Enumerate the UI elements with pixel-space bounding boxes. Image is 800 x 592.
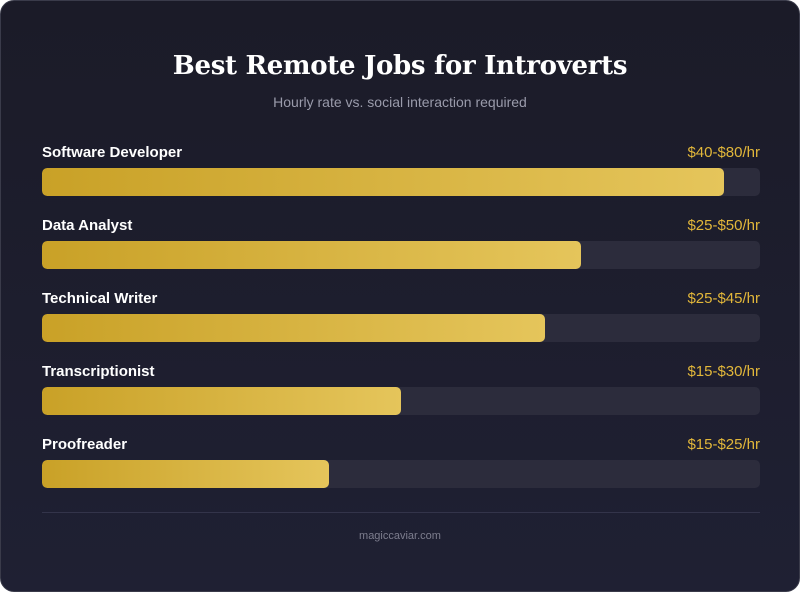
- bar-fill: [42, 241, 581, 269]
- bar-label: Technical Writer: [42, 290, 158, 307]
- bar-fill: [42, 314, 545, 342]
- bar-track: [42, 460, 760, 488]
- bar-row: Data Analyst $25-$50/hr: [42, 216, 760, 289]
- bar-value-label: $15-$25/hr: [687, 436, 760, 453]
- bar-track: [42, 241, 760, 269]
- bar-label: Data Analyst: [42, 217, 133, 234]
- bar-row: Software Developer $40-$80/hr: [42, 143, 760, 216]
- bar-value-label: $15-$30/hr: [687, 363, 760, 380]
- bar-fill: [42, 387, 401, 415]
- bar-list: Software Developer $40-$80/hr Data Analyst…: [42, 143, 760, 508]
- bar-track: [42, 168, 760, 196]
- bar-fill: [42, 168, 724, 196]
- bar-label: Proofreader: [42, 436, 128, 453]
- bar-track: [42, 387, 760, 415]
- bar-value-label: $25-$45/hr: [687, 290, 760, 307]
- chart-title: Best Remote Jobs for Introverts: [172, 51, 628, 81]
- footer-divider: [42, 512, 760, 513]
- chart-subtitle: Hourly rate vs. social interaction requi…: [273, 94, 527, 110]
- bar-label: Transcriptionist: [42, 363, 155, 380]
- bar-value-label: $40-$80/hr: [687, 144, 760, 161]
- bar-value-label: $25-$50/hr: [687, 217, 760, 234]
- bar-row: Technical Writer $25-$45/hr: [42, 289, 760, 362]
- footer-source: magiccaviar.com: [359, 530, 441, 542]
- bar-row: Proofreader $15-$25/hr: [42, 435, 760, 508]
- bar-fill: [42, 460, 329, 488]
- bar-track: [42, 314, 760, 342]
- bar-row: Transcriptionist $15-$30/hr: [42, 362, 760, 435]
- bar-label: Software Developer: [42, 144, 183, 161]
